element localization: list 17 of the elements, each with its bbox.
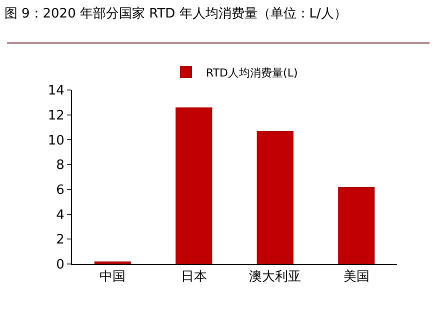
x-tick-label: 中国 bbox=[100, 270, 126, 285]
y-tick-label: 8 bbox=[56, 158, 64, 174]
x-tick-label: 澳大利亚 bbox=[249, 270, 302, 285]
y-tick-label: 10 bbox=[48, 133, 64, 148]
y-tick-label: 4 bbox=[56, 208, 64, 223]
bar bbox=[338, 186, 375, 264]
bar bbox=[176, 107, 212, 264]
y-tick-label: 6 bbox=[56, 182, 64, 198]
chart-title: 图 9：2020 年部分国家 RTD 年人均消费量（单位：L/人） bbox=[4, 5, 347, 22]
y-tick-label: 14 bbox=[48, 84, 64, 99]
bar bbox=[256, 131, 294, 264]
y-tick-label: 12 bbox=[48, 108, 64, 124]
x-tick-label: 美国 bbox=[343, 268, 370, 285]
y-tick-label: 0 bbox=[56, 258, 64, 273]
y-tick-label: 2 bbox=[56, 232, 64, 248]
legend-label: RTD人均消费量(L) bbox=[206, 66, 298, 80]
x-tick-label: 日本 bbox=[180, 270, 207, 285]
